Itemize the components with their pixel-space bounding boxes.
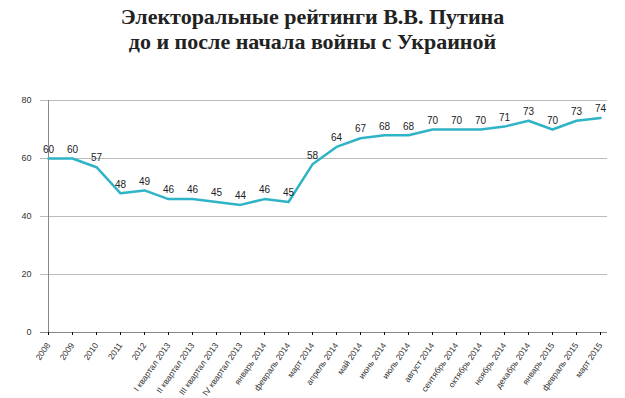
- svg-text:декабрь 2014: декабрь 2014: [493, 340, 533, 391]
- svg-text:45: 45: [283, 187, 295, 198]
- svg-text:октябрь 2014: октябрь 2014: [446, 340, 485, 390]
- svg-text:июль 2014: июль 2014: [380, 340, 413, 381]
- svg-text:68: 68: [379, 121, 391, 132]
- svg-text:2011: 2011: [106, 341, 125, 362]
- svg-text:40: 40: [21, 211, 31, 221]
- svg-text:январь 2015: январь 2015: [520, 340, 557, 387]
- svg-text:сентябрь 2014: сентябрь 2014: [419, 340, 461, 394]
- svg-text:46: 46: [163, 184, 175, 195]
- html-text:до и после начала войны с Укра: до и после начала войны с Украиной: [128, 29, 497, 54]
- svg-text:57: 57: [91, 152, 103, 163]
- svg-text:20: 20: [21, 269, 31, 279]
- svg-text:апрель 2014: апрель 2014: [304, 341, 341, 387]
- svg-text:февраль 2014: февраль 2014: [252, 341, 293, 393]
- svg-text:ноябрь 2014: ноябрь 2014: [471, 340, 509, 387]
- svg-text:73: 73: [571, 106, 583, 117]
- svg-text:II квартал 2013: II квартал 2013: [154, 340, 197, 395]
- svg-text:70: 70: [451, 115, 463, 126]
- svg-text:71: 71: [499, 112, 511, 123]
- svg-text:январь 2014: январь 2014: [232, 340, 269, 387]
- svg-text:80: 80: [21, 95, 31, 105]
- svg-text:68: 68: [403, 121, 415, 132]
- svg-text:44: 44: [235, 190, 247, 201]
- svg-text:49: 49: [139, 176, 151, 187]
- svg-text:70: 70: [475, 115, 487, 126]
- svg-text:IV квартал 2013: IV квартал 2013: [200, 341, 244, 398]
- svg-text:45: 45: [211, 187, 223, 198]
- svg-text:июнь 2014: июнь 2014: [356, 340, 389, 381]
- svg-text:III квартал 2013: III квартал 2013: [176, 340, 221, 397]
- svg-text:2010: 2010: [81, 341, 100, 362]
- svg-text:60: 60: [43, 144, 55, 155]
- svg-text:60: 60: [67, 144, 79, 155]
- svg-text:73: 73: [523, 106, 535, 117]
- svg-text:0: 0: [26, 327, 31, 337]
- html-text:Электоральные рейтинги В.В. Пу: Электоральные рейтинги В.В. Путина: [120, 4, 505, 29]
- svg-text:60: 60: [21, 153, 31, 163]
- svg-text:март 2014: март 2014: [285, 340, 317, 380]
- svg-text:февраль 2015: февраль 2015: [540, 341, 581, 393]
- svg-text:I квартал 2013: I квартал 2013: [131, 340, 173, 394]
- svg-text:2009: 2009: [57, 341, 76, 362]
- svg-text:46: 46: [187, 184, 199, 195]
- svg-text:март 2015: март 2015: [573, 341, 604, 380]
- svg-text:май 2014: май 2014: [335, 340, 365, 377]
- svg-text:74: 74: [595, 103, 607, 114]
- svg-text:70: 70: [427, 115, 439, 126]
- svg-text:48: 48: [115, 179, 127, 190]
- svg-text:август 2014: август 2014: [401, 340, 437, 385]
- svg-text:64: 64: [331, 132, 343, 143]
- svg-text:58: 58: [307, 150, 319, 161]
- svg-text:46: 46: [259, 184, 271, 195]
- svg-text:2012: 2012: [129, 341, 148, 362]
- svg-text:2008: 2008: [33, 341, 52, 362]
- svg-text:70: 70: [547, 115, 559, 126]
- svg-text:67: 67: [355, 123, 367, 134]
